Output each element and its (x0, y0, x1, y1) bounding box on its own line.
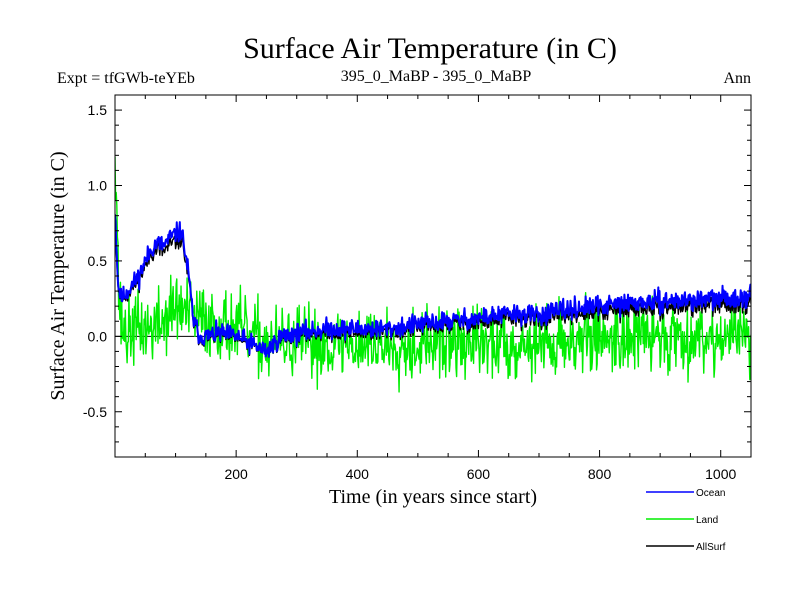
x-tick-label: 200 (224, 466, 248, 482)
x-axis-label: Time (in years since start) (329, 486, 537, 508)
y-tick-label: -0.5 (83, 404, 107, 420)
y-tick-label: 0.5 (88, 253, 108, 269)
legend-label-land: Land (696, 515, 718, 526)
series-layer (115, 156, 751, 393)
x-tick-label: 800 (588, 466, 612, 482)
chart-subtitle-right: Ann (723, 70, 751, 87)
y-axis-label: Surface Air Temperature (in C) (47, 151, 69, 400)
legend: Ocean Land AllSurf (646, 488, 726, 553)
chart-subtitle-center: 395_0_MaBP - 395_0_MaBP (341, 68, 532, 85)
series-line-ocean (115, 214, 751, 358)
chart-title: Surface Air Temperature (in C) (243, 32, 617, 65)
x-tick-label: 1000 (705, 466, 736, 482)
series-line-land (115, 156, 751, 393)
ticks-layer: 200 400 600 800 1000 1.5 1.0 0.5 0.0 -0.5 (83, 95, 751, 482)
x-tick-label: 400 (346, 466, 370, 482)
plot-frame (114, 94, 752, 458)
legend-label-ocean: Ocean (696, 488, 725, 499)
legend-label-allsurf: AllSurf (696, 542, 726, 553)
y-tick-label: 0.0 (88, 328, 108, 344)
y-tick-label: 1.5 (88, 102, 108, 118)
chart-subtitle-left: Expt = tfGWb-teYEb (57, 70, 195, 87)
y-tick-label: 1.0 (88, 178, 108, 194)
x-tick-label: 600 (467, 466, 491, 482)
